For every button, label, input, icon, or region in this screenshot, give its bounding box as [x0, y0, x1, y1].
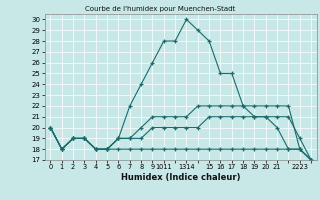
Text: Courbe de l'humidex pour Muenchen-Stadt: Courbe de l'humidex pour Muenchen-Stadt [85, 6, 235, 12]
X-axis label: Humidex (Indice chaleur): Humidex (Indice chaleur) [121, 173, 241, 182]
